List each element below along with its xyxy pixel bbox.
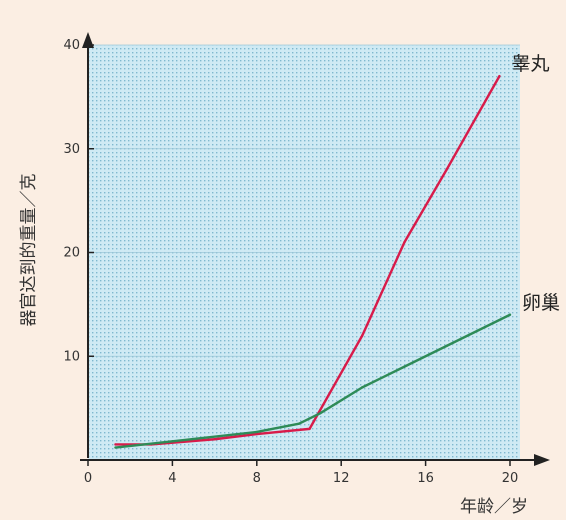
x-tick-label: 20 (502, 471, 519, 486)
grid (88, 44, 520, 357)
x-tick-label: 12 (333, 471, 350, 486)
data-point (114, 443, 117, 446)
data-point (445, 168, 448, 171)
y-tick-label: 10 (63, 349, 80, 364)
x-tick-label: 4 (168, 471, 176, 486)
data-point (508, 313, 512, 316)
x-axis-label: 年龄／岁 (460, 497, 528, 517)
series-label: 睾丸 (511, 53, 549, 75)
series-lines (114, 74, 512, 449)
data-point (498, 74, 501, 78)
data-point (297, 422, 301, 425)
tick-marks (87, 44, 511, 466)
y-axis-label: 器官达到的重量／克 (19, 174, 39, 327)
x-tick-label: 0 (84, 471, 92, 486)
data-point (114, 446, 117, 449)
x-tick-label: 8 (253, 471, 261, 486)
data-point (361, 386, 364, 389)
data-point (213, 438, 216, 441)
data-point (308, 427, 311, 431)
data-point (171, 440, 174, 443)
x-axis-arrow-icon (534, 454, 550, 466)
data-point (361, 334, 364, 337)
tick-labels: 0 4 8 12 16 20 10 20 30 40 (63, 38, 518, 486)
data-point (403, 365, 406, 368)
y-tick-label: 40 (63, 38, 80, 53)
y-tick-label: 30 (63, 142, 80, 157)
x-tick-label: 16 (417, 471, 434, 486)
data-point (318, 412, 322, 415)
y-axis-arrow-icon (82, 32, 94, 48)
y-tick-label: 20 (63, 246, 80, 261)
data-point (445, 344, 448, 348)
data-point (255, 430, 258, 434)
data-point (403, 240, 406, 244)
data-point (255, 432, 258, 436)
series-label: 卵巢 (522, 292, 560, 314)
